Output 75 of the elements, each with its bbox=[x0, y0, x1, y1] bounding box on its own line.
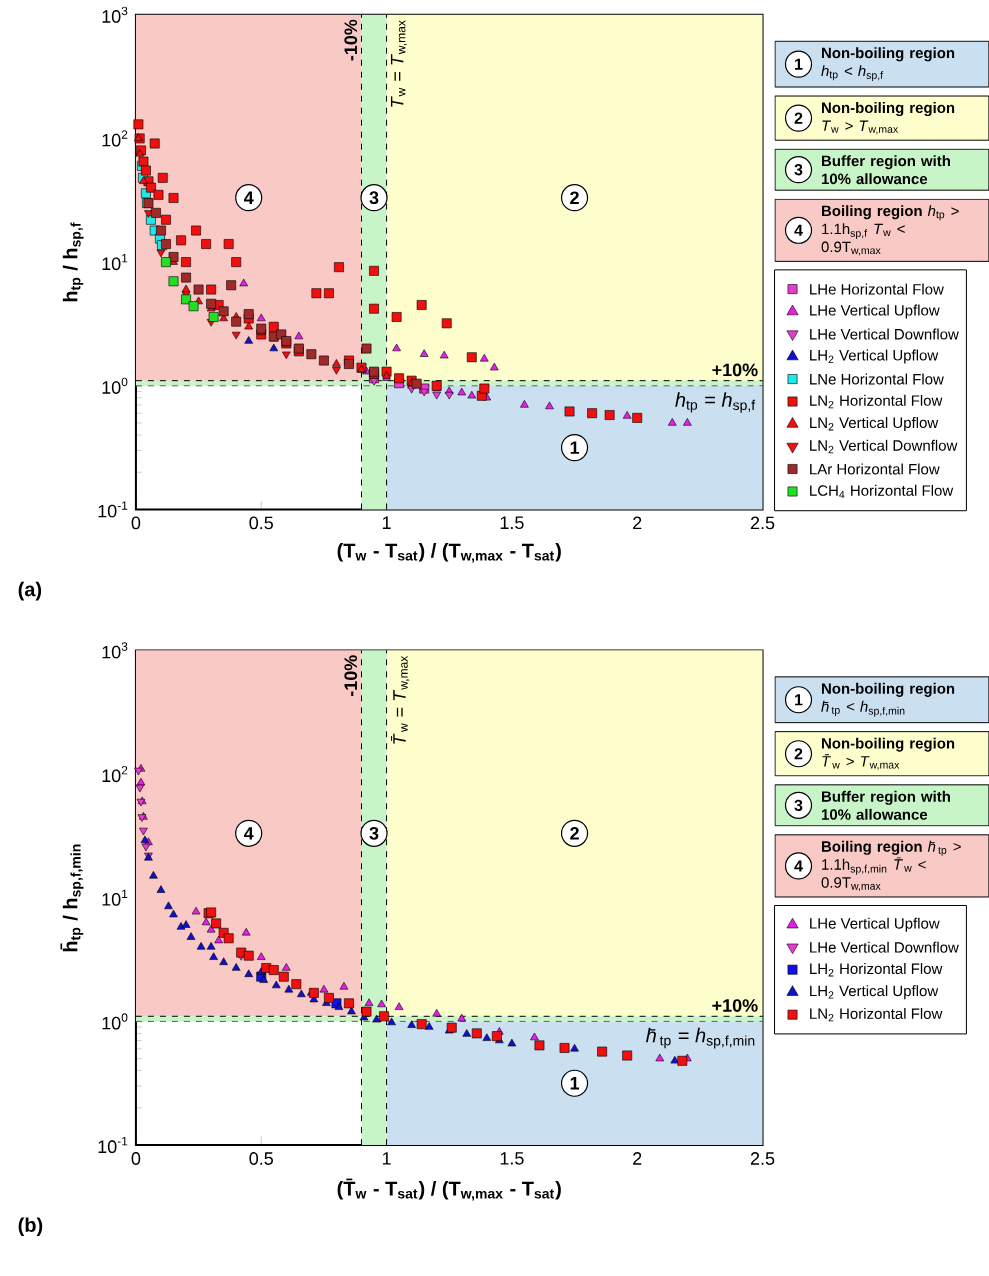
text: (b) bbox=[18, 1217, 43, 1236]
y-tick-label: 10$^{2}$ bbox=[102, 765, 128, 783]
x-tick-label: 0 bbox=[131, 516, 141, 530]
ref-line-label: T̄$_{w}$ = T$_{w,max}$ bbox=[390, 655, 410, 744]
y-tick-label: 10$^{0}$ bbox=[102, 1013, 128, 1030]
text: (a) bbox=[18, 581, 41, 601]
text: Non-boiling region T$_{w}$ > T$_{w,max}$ bbox=[821, 102, 954, 135]
x-tick-label: 2 bbox=[632, 516, 642, 530]
ref-line-label: h̄$_{tp}$ = h$_{sp,f,min}$ bbox=[645, 1027, 755, 1049]
y-tick-label: 10$^{2}$ bbox=[102, 130, 128, 147]
band-label: 2 bbox=[794, 748, 803, 760]
annotation: -10% bbox=[344, 655, 357, 697]
text: 3 bbox=[794, 164, 803, 176]
x-tick-label: 1 bbox=[382, 1152, 391, 1165]
text: 2 bbox=[569, 827, 579, 840]
text: Non-boiling region h̄$_{tp}$ < h$_{sp,f,min}$ bbox=[821, 682, 954, 717]
y-tick-label: 10$^{3}$ bbox=[102, 642, 128, 659]
text: 1 bbox=[794, 58, 803, 70]
text: 1 bbox=[794, 694, 803, 706]
text: Buffer region with 10% allowance bbox=[821, 155, 950, 185]
legend-label: LN$_{2}$ Vertical Upflow bbox=[809, 417, 939, 431]
y-tick-label: 10$^{-1}$ bbox=[98, 501, 128, 518]
text: (T$_{w}$ - T$_{sat}$) / (T$_{w,max}$ - T$_{sat}$) bbox=[337, 542, 561, 563]
y-tick-label: 10$^{1}$ bbox=[102, 889, 128, 906]
x-tick-label: 0.5 bbox=[249, 1152, 273, 1165]
legend-label: LH$_{2}$ Vertical Upflow bbox=[809, 349, 939, 364]
text: Buffer region with 10% allowance bbox=[821, 790, 950, 820]
text: 2 bbox=[569, 191, 579, 204]
x-tick-label: 2 bbox=[632, 1152, 642, 1165]
y-axis-title: h̄$_{tp}$ / h$_{sp,f,min}$ bbox=[60, 844, 84, 952]
text: Non-boiling region h$_{tp}$ < h$_{sp,f}$ bbox=[821, 47, 954, 82]
x-tick-label: 0.5 bbox=[249, 516, 273, 530]
ref-line-label: h$_{tp}$ = h$_{sp,f}$ bbox=[675, 392, 755, 413]
band-label: 1 bbox=[570, 441, 579, 454]
legend-label: LHe Horizontal Flow bbox=[809, 283, 944, 295]
text: 4 bbox=[794, 224, 803, 236]
legend-label: LN$_{2}$ Horizontal Flow bbox=[809, 394, 943, 409]
ref-line-label: T$_{w}$ = T$_{w,max}$ bbox=[390, 20, 407, 107]
legend-label: LH$_{2}$ Vertical Upflow bbox=[809, 985, 939, 1000]
legend-label: LNe Horizontal Flow bbox=[809, 373, 944, 385]
legend-label: LN$_{2}$ Horizontal Flow bbox=[809, 1008, 943, 1022]
band-label: 1 bbox=[570, 1077, 579, 1090]
legend-label: LAr Horizontal Flow bbox=[809, 463, 940, 475]
y-tick-label: 10$^{-1}$ bbox=[98, 1137, 128, 1154]
legend-label: LHe Vertical Downflow bbox=[809, 941, 959, 953]
y-tick-label: 10$^{1}$ bbox=[102, 254, 128, 271]
legend-label: LN$_{2}$ Vertical Downflow bbox=[809, 439, 958, 454]
band-label: 2 bbox=[794, 112, 803, 124]
legend-label: LHe Vertical Upflow bbox=[809, 917, 940, 932]
legend-label: LHe Vertical Upflow bbox=[809, 304, 940, 319]
legend-label: LH$_{2}$ Horizontal Flow bbox=[809, 963, 943, 977]
text: Boiling region h̄$_{tp}$ > 1.1h$_{sp,f,min}$ T̄$_{w}$ < 0.9T$_{w,max}$ bbox=[821, 840, 961, 891]
x-tick-label: 1 bbox=[382, 516, 391, 529]
legend-label: LHe Vertical Downflow bbox=[809, 328, 959, 340]
x-tick-label: 0 bbox=[131, 1152, 141, 1165]
y-tick-label: 10$^{0}$ bbox=[102, 377, 128, 394]
x-tick-label: 1.5 bbox=[500, 1152, 524, 1165]
annotation: +10% bbox=[712, 363, 758, 377]
text: (T̄$_{w}$ - T$_{sat}$) / (T$_{w,max}$ - T$_{sat}$) bbox=[337, 1178, 561, 1201]
annotation: -10% bbox=[344, 19, 357, 61]
text: Boiling region h$_{tp}$ > 1.1h$_{sp,f}$ T$_{w}$ < 0.9T$_{w,max}$ bbox=[821, 205, 959, 256]
x-tick-label: 2.5 bbox=[750, 516, 775, 530]
x-tick-label: 1.5 bbox=[500, 516, 524, 530]
annotation: +10% bbox=[712, 999, 758, 1012]
y-tick-label: 10$^{3}$ bbox=[102, 6, 128, 23]
y-axis-title: h$_{tp}$ / h$_{sp,f}$ bbox=[62, 222, 84, 302]
x-tick-label: 2.5 bbox=[750, 1152, 775, 1165]
text: Non-boiling region T̄$_{w}$ > T$_{w,max}$ bbox=[821, 737, 954, 770]
band-label: 4 bbox=[243, 827, 254, 840]
text: 3 bbox=[794, 799, 803, 812]
legend-label: LCH$_{4}$ Horizontal Flow bbox=[809, 484, 954, 499]
band-label: 3 bbox=[369, 826, 379, 840]
band-label: 3 bbox=[369, 191, 379, 205]
text: 4 bbox=[794, 860, 803, 872]
band-label: 4 bbox=[243, 191, 254, 204]
